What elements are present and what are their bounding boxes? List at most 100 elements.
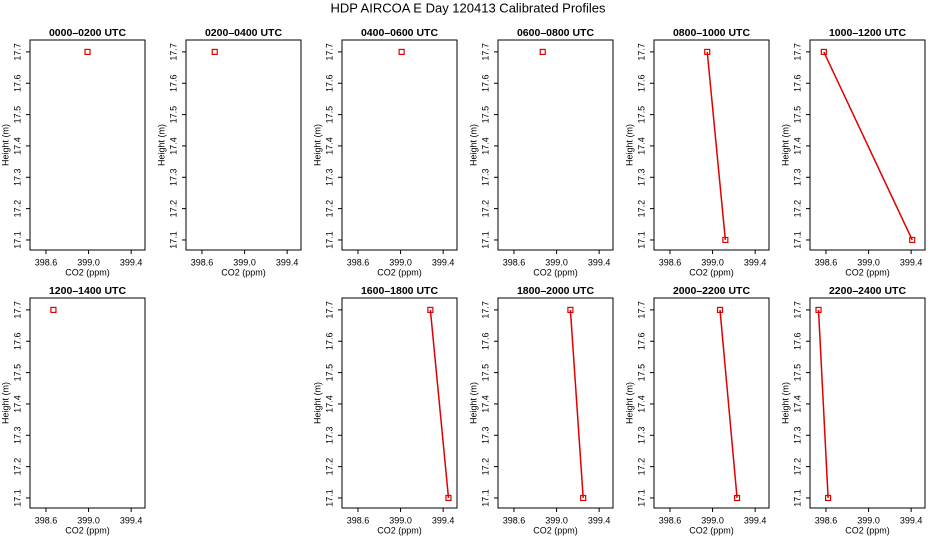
- y-tick-label: 17.5: [324, 364, 334, 382]
- x-tick-label: 399.4: [744, 515, 767, 525]
- y-tick-label: 17.2: [636, 200, 646, 218]
- y-tick-label: 17.1: [636, 231, 646, 249]
- panel-title: 0600–0800 UTC: [517, 27, 594, 39]
- x-tick-label: 399.0: [857, 257, 880, 267]
- y-tick-label: 17.3: [12, 169, 22, 187]
- point: [539, 48, 546, 56]
- x-axis-label: CO2 (ppm): [689, 525, 734, 535]
- y-axis-label: Height (m): [312, 124, 322, 166]
- y-tick-label: 17.7: [792, 301, 802, 319]
- point: [580, 494, 587, 502]
- y-tick-label: 17.3: [12, 427, 22, 445]
- point: [445, 494, 452, 502]
- panel-title: 2000–2200 UTC: [673, 285, 750, 297]
- x-axis-label: CO2 (ppm): [377, 267, 422, 277]
- y-tick-label: 17.2: [324, 458, 334, 476]
- y-tick-label: 17.2: [480, 200, 490, 218]
- plot-box: [497, 297, 614, 509]
- y-tick-label: 17.5: [792, 106, 802, 124]
- y-tick-label: 17.2: [636, 458, 646, 476]
- x-tick-label: 398.6: [815, 257, 838, 267]
- plot-box: [29, 297, 146, 509]
- y-tick-label: 17.7: [12, 301, 22, 319]
- y-tick-label: 17.1: [792, 489, 802, 507]
- x-tick-label: 399.4: [744, 257, 767, 267]
- y-tick-label: 17.4: [12, 395, 22, 413]
- point: [820, 48, 827, 56]
- panel-title: 0800–1000 UTC: [673, 27, 750, 39]
- y-axis-label: Height (m): [624, 382, 634, 424]
- y-tick-label: 17.4: [324, 137, 334, 155]
- y-tick-label: 17.2: [12, 458, 22, 476]
- y-tick-label: 17.4: [792, 137, 802, 155]
- x-tick-label: 399.4: [276, 257, 299, 267]
- y-tick-label: 17.5: [480, 106, 490, 124]
- y-tick-label: 17.4: [168, 137, 178, 155]
- x-axis-label: CO2 (ppm): [65, 525, 110, 535]
- plot-box: [185, 39, 302, 251]
- y-tick-label: 17.5: [792, 364, 802, 382]
- x-tick-label: 398.6: [347, 257, 370, 267]
- y-tick-label: 17.3: [168, 169, 178, 187]
- x-tick-label: 399.4: [432, 515, 455, 525]
- y-tick-label: 17.7: [324, 43, 334, 61]
- point: [211, 48, 218, 56]
- y-tick-label: 17.1: [480, 231, 490, 249]
- y-tick-label: 17.3: [324, 169, 334, 187]
- y-axis-label: Height (m): [0, 124, 10, 166]
- y-tick-label: 17.5: [636, 364, 646, 382]
- y-tick-label: 17.4: [12, 137, 22, 155]
- y-tick-label: 17.7: [12, 43, 22, 61]
- point: [815, 306, 822, 314]
- x-tick-label: 399.0: [389, 515, 412, 525]
- y-tick-label: 17.1: [12, 231, 22, 249]
- x-tick-label: 398.6: [191, 257, 214, 267]
- y-tick-label: 17.4: [636, 395, 646, 413]
- x-tick-label: 399.0: [857, 515, 880, 525]
- y-tick-label: 17.3: [324, 427, 334, 445]
- y-tick-label: 17.1: [324, 231, 334, 249]
- panel-title: 0200–0400 UTC: [205, 27, 282, 39]
- panel-title: 0400–0600 UTC: [361, 27, 438, 39]
- y-axis-label: Height (m): [312, 382, 322, 424]
- panel-title: 1000–1200 UTC: [829, 27, 906, 39]
- y-tick-label: 17.1: [636, 489, 646, 507]
- panel-title: 2200–2400 UTC: [829, 285, 906, 297]
- x-axis-label: CO2 (ppm): [377, 525, 422, 535]
- y-axis-label: Height (m): [468, 124, 478, 166]
- y-axis-label: Height (m): [156, 124, 166, 166]
- y-tick-label: 17.3: [480, 169, 490, 187]
- x-tick-label: 399.4: [588, 515, 611, 525]
- x-tick-label: 398.6: [35, 515, 58, 525]
- point: [50, 306, 57, 314]
- y-tick-label: 17.7: [636, 43, 646, 61]
- y-tick-label: 17.6: [636, 332, 646, 350]
- y-tick-label: 17.2: [792, 458, 802, 476]
- y-axis-label: Height (m): [624, 124, 634, 166]
- y-tick-label: 17.2: [168, 200, 178, 218]
- x-axis-label: CO2 (ppm): [221, 267, 266, 277]
- profile-line: [569, 309, 584, 499]
- y-tick-label: 17.7: [324, 301, 334, 319]
- y-tick-label: 17.6: [12, 332, 22, 350]
- y-tick-label: 17.1: [168, 231, 178, 249]
- y-tick-label: 17.4: [636, 137, 646, 155]
- plot-box: [341, 297, 458, 509]
- x-tick-label: 399.4: [120, 515, 143, 525]
- y-tick-label: 17.4: [324, 395, 334, 413]
- x-tick-label: 399.0: [77, 515, 100, 525]
- x-tick-label: 398.6: [35, 257, 58, 267]
- panel-title: 1600–1800 UTC: [361, 285, 438, 297]
- x-tick-label: 399.4: [432, 257, 455, 267]
- y-tick-label: 17.3: [792, 169, 802, 187]
- point: [84, 48, 91, 56]
- x-tick-label: 399.0: [545, 515, 568, 525]
- y-tick-label: 17.6: [792, 74, 802, 92]
- panel-title: 0000–0200 UTC: [49, 27, 126, 39]
- profile-line: [429, 309, 450, 499]
- x-tick-label: 399.4: [588, 257, 611, 267]
- y-axis-label: Height (m): [0, 382, 10, 424]
- x-tick-label: 399.0: [701, 515, 724, 525]
- x-tick-label: 399.4: [900, 257, 923, 267]
- y-tick-label: 17.2: [324, 200, 334, 218]
